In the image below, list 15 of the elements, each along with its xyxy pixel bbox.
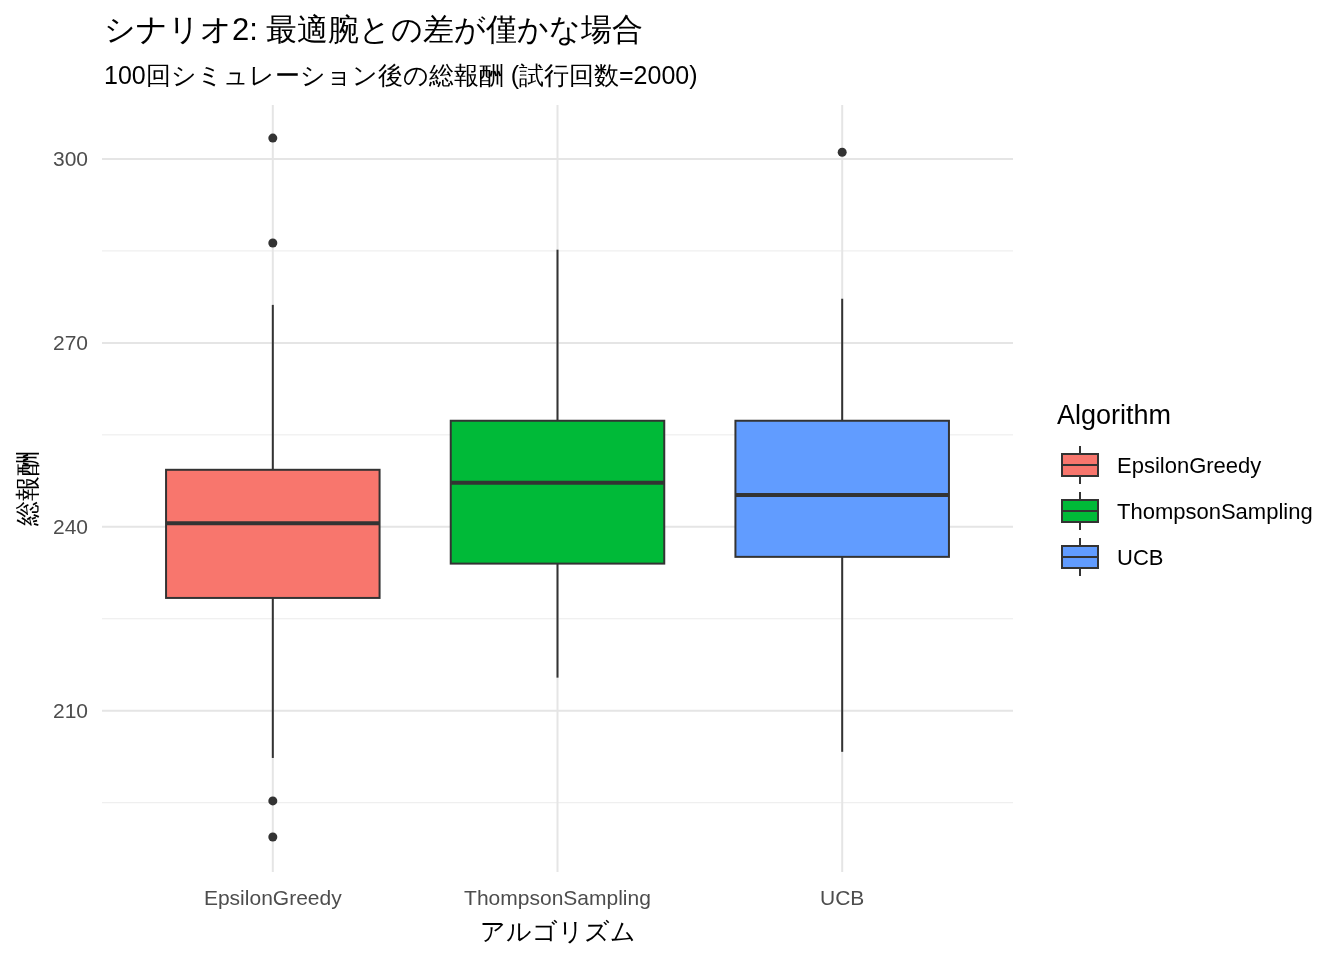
x-axis-title: アルゴリズム — [479, 917, 636, 945]
chart-title: シナリオ2: 最適腕との差が僅かな場合 — [104, 12, 644, 47]
legend-title: Algorithm — [1057, 400, 1172, 430]
y-axis-title: 総報酬 — [13, 451, 41, 527]
x-tick-label: EpsilonGreedy — [203, 886, 343, 909]
x-tick-label: ThompsonSampling — [464, 886, 651, 909]
x-tick-label: UCB — [820, 886, 865, 909]
chart-subtitle: 100回シミュレーション後の総報酬 (試行回数=2000) — [104, 61, 698, 89]
y-tick-label: 300 — [52, 146, 88, 170]
y-tick-label: 240 — [52, 514, 88, 538]
y-tick-label: 210 — [52, 698, 88, 722]
legend-label: ThompsonSampling — [1117, 499, 1313, 524]
y-tick-label: 270 — [52, 330, 88, 354]
legend-label: EpsilonGreedy — [1117, 453, 1262, 478]
legend-label: UCB — [1117, 545, 1164, 570]
